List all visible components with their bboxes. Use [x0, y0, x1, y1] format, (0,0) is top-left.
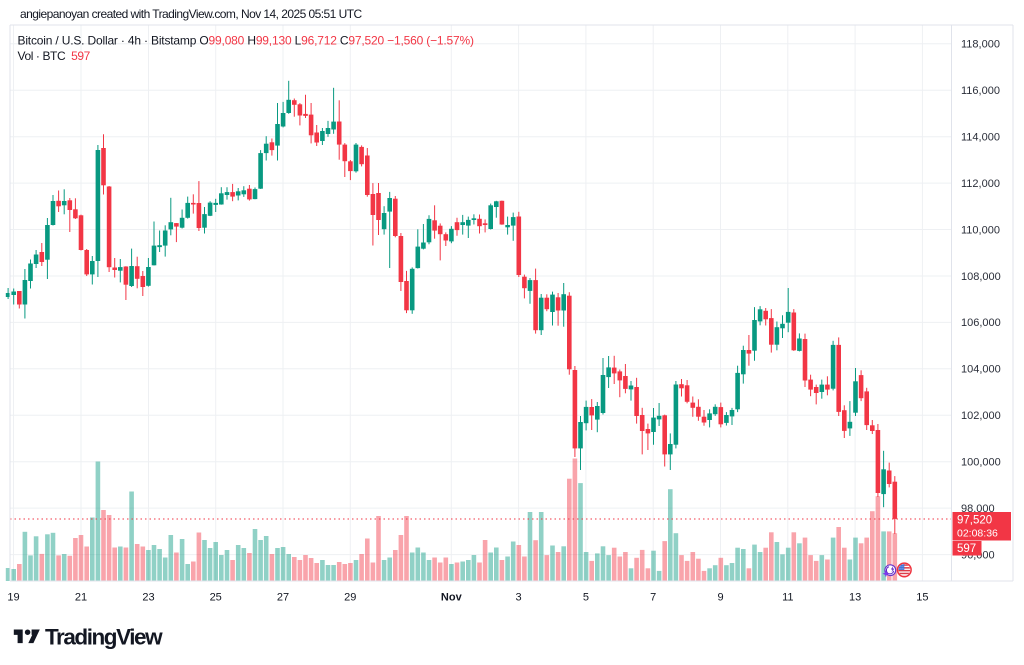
- svg-text:9: 9: [717, 592, 723, 604]
- svg-text:angiepanoyan created with Trad: angiepanoyan created with TradingView.co…: [20, 7, 362, 21]
- svg-text:106,000: 106,000: [961, 317, 1001, 329]
- svg-text:Vol · BTC 597: Vol · BTC 597: [18, 49, 91, 63]
- svg-text:112,000: 112,000: [961, 178, 1000, 190]
- svg-text:118,000: 118,000: [961, 39, 1000, 51]
- svg-text:104,000: 104,000: [961, 364, 1001, 376]
- svg-text:21: 21: [75, 592, 87, 604]
- svg-text:114,000: 114,000: [961, 132, 1000, 144]
- svg-text:98,000: 98,000: [961, 503, 995, 515]
- svg-text:108,000: 108,000: [961, 271, 1001, 283]
- svg-text:110,000: 110,000: [961, 224, 1000, 236]
- svg-text:7: 7: [650, 592, 656, 604]
- svg-text:100,000: 100,000: [961, 457, 1001, 469]
- svg-text:13: 13: [849, 592, 861, 604]
- svg-text:15: 15: [916, 592, 928, 604]
- svg-text:Nov: Nov: [441, 592, 463, 604]
- svg-text:11: 11: [782, 592, 793, 604]
- svg-text:TradingView: TradingView: [45, 625, 163, 650]
- svg-text:19: 19: [7, 592, 19, 604]
- svg-text:5: 5: [583, 592, 589, 604]
- svg-text:597: 597: [957, 543, 976, 555]
- svg-text:02:08:36: 02:08:36: [957, 528, 998, 540]
- svg-text:102,000: 102,000: [961, 410, 1001, 422]
- svg-text:3: 3: [516, 592, 522, 604]
- svg-text:Bitcoin / U.S. Dollar · 4h · B: Bitcoin / U.S. Dollar · 4h · Bitstamp O9…: [18, 34, 475, 48]
- svg-text:29: 29: [344, 592, 356, 604]
- svg-text:25: 25: [210, 592, 222, 604]
- svg-text:23: 23: [142, 592, 154, 604]
- svg-text:27: 27: [277, 592, 289, 604]
- svg-text:116,000: 116,000: [961, 85, 1000, 97]
- svg-text:97,520: 97,520: [957, 515, 992, 527]
